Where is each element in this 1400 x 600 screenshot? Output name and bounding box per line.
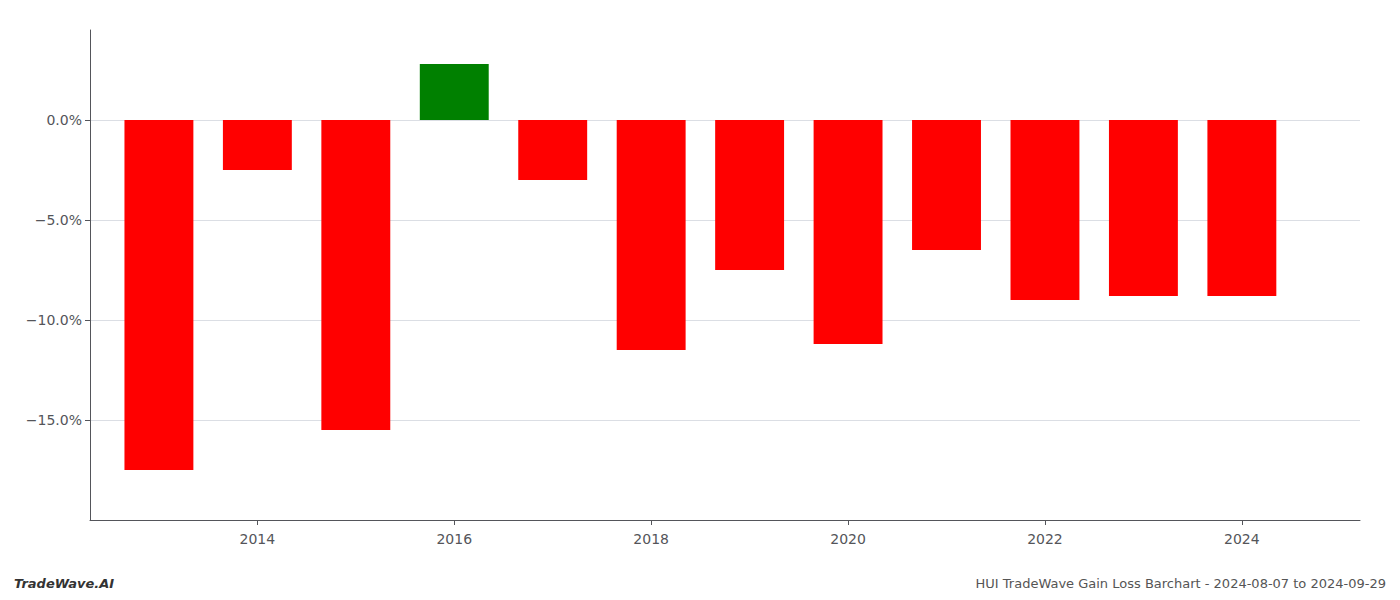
svg-text:−10.0%: −10.0% [26, 312, 82, 328]
svg-text:2020: 2020 [830, 531, 866, 547]
svg-text:0.0%: 0.0% [46, 112, 82, 128]
svg-text:2016: 2016 [436, 531, 472, 547]
svg-text:2018: 2018 [633, 531, 669, 547]
svg-text:2022: 2022 [1027, 531, 1063, 547]
svg-text:2014: 2014 [240, 531, 276, 547]
svg-text:HUI TradeWave Gain Loss Barcha: HUI TradeWave Gain Loss Barchart - 2024-… [976, 576, 1386, 591]
svg-text:2024: 2024 [1224, 531, 1260, 547]
svg-text:−5.0%: −5.0% [35, 212, 82, 228]
svg-text:−15.0%: −15.0% [26, 412, 82, 428]
svg-text:TradeWave.AI: TradeWave.AI [14, 576, 114, 591]
